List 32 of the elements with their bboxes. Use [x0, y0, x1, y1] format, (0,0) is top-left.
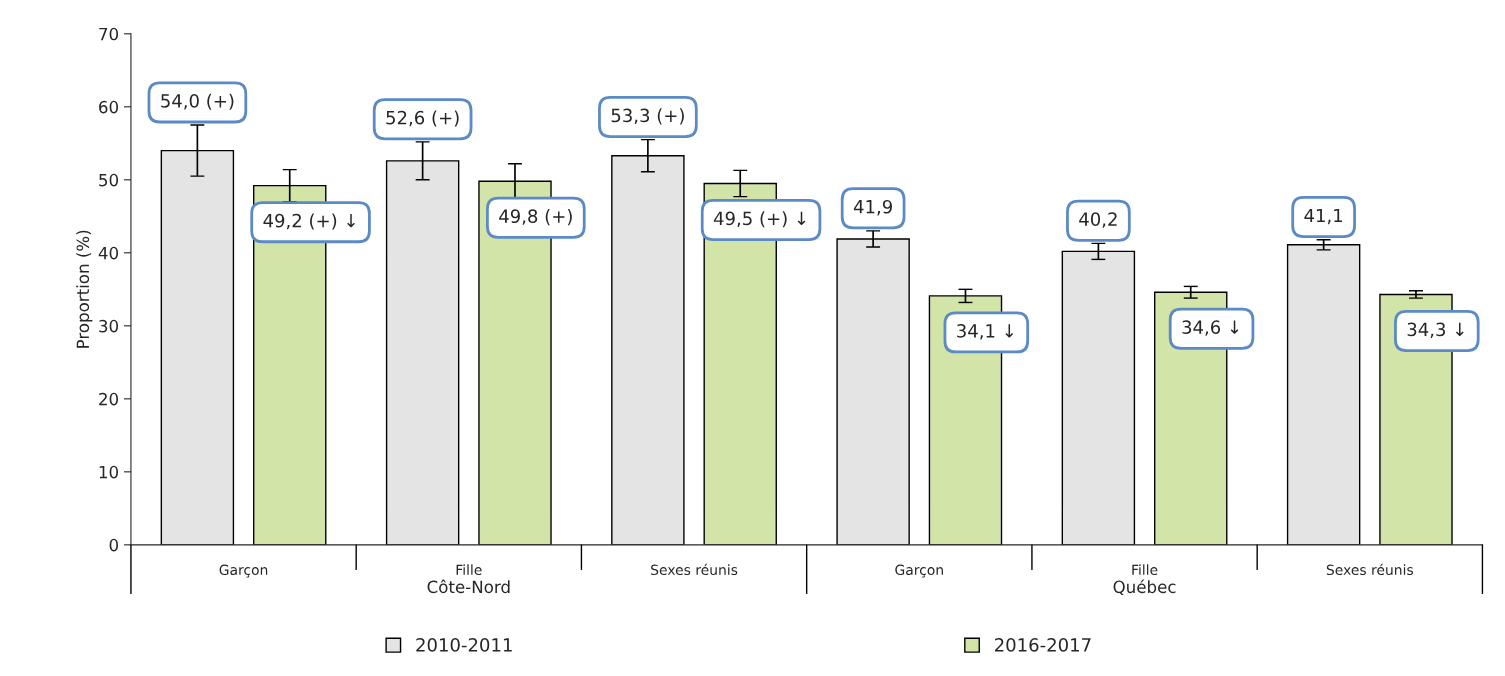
y-tick-label: 60 — [99, 100, 119, 114]
data-label: 41,1 — [1304, 208, 1343, 225]
text: Québec — [1113, 579, 1176, 596]
x-tick-label: Garçon — [895, 564, 943, 578]
y-tick-label: 10 — [99, 465, 119, 479]
data-label: 34,3 ↓ — [1407, 322, 1464, 339]
x-tick-label: Fille — [456, 564, 482, 576]
data-label: 49,8 (+) — [499, 209, 572, 226]
y-tick-label: 70 — [99, 27, 119, 41]
data-label: 53,3 (+) — [611, 108, 684, 125]
text: Côte-Nord — [427, 579, 510, 594]
x-tick-label: Sexes réunis — [651, 563, 738, 576]
bar — [1286, 244, 1361, 545]
data-label: 49,5 (+) ↓ — [713, 211, 806, 228]
x-tick-label: Sexes réunis — [1326, 563, 1413, 576]
y-tick-label: 30 — [99, 319, 119, 333]
data-label: 54,0 (+) — [161, 93, 234, 110]
y-axis-title: Proportion (%) — [76, 230, 93, 348]
y-tick-label: 20 — [99, 392, 119, 406]
data-label: 34,1 ↓ — [957, 324, 1014, 340]
data-label: 40,2 — [1079, 212, 1117, 228]
y-tick-label: 50 — [99, 173, 119, 187]
legend-label: 2010-2011 — [416, 638, 512, 652]
y-tick-label: 0 — [109, 538, 119, 552]
legend-label: 2016-2017 — [995, 638, 1091, 652]
data-label: 49,2 (+) ↓ — [263, 213, 355, 230]
y-tick-label: 40 — [98, 246, 119, 260]
x-tick-label: Fille — [1132, 564, 1158, 576]
data-label: 34,6 ↓ — [1182, 320, 1239, 336]
x-tick-label: Garçon — [219, 564, 268, 578]
data-label: 52,6 (+) — [386, 110, 459, 127]
data-label: 41,9 — [853, 199, 892, 216]
